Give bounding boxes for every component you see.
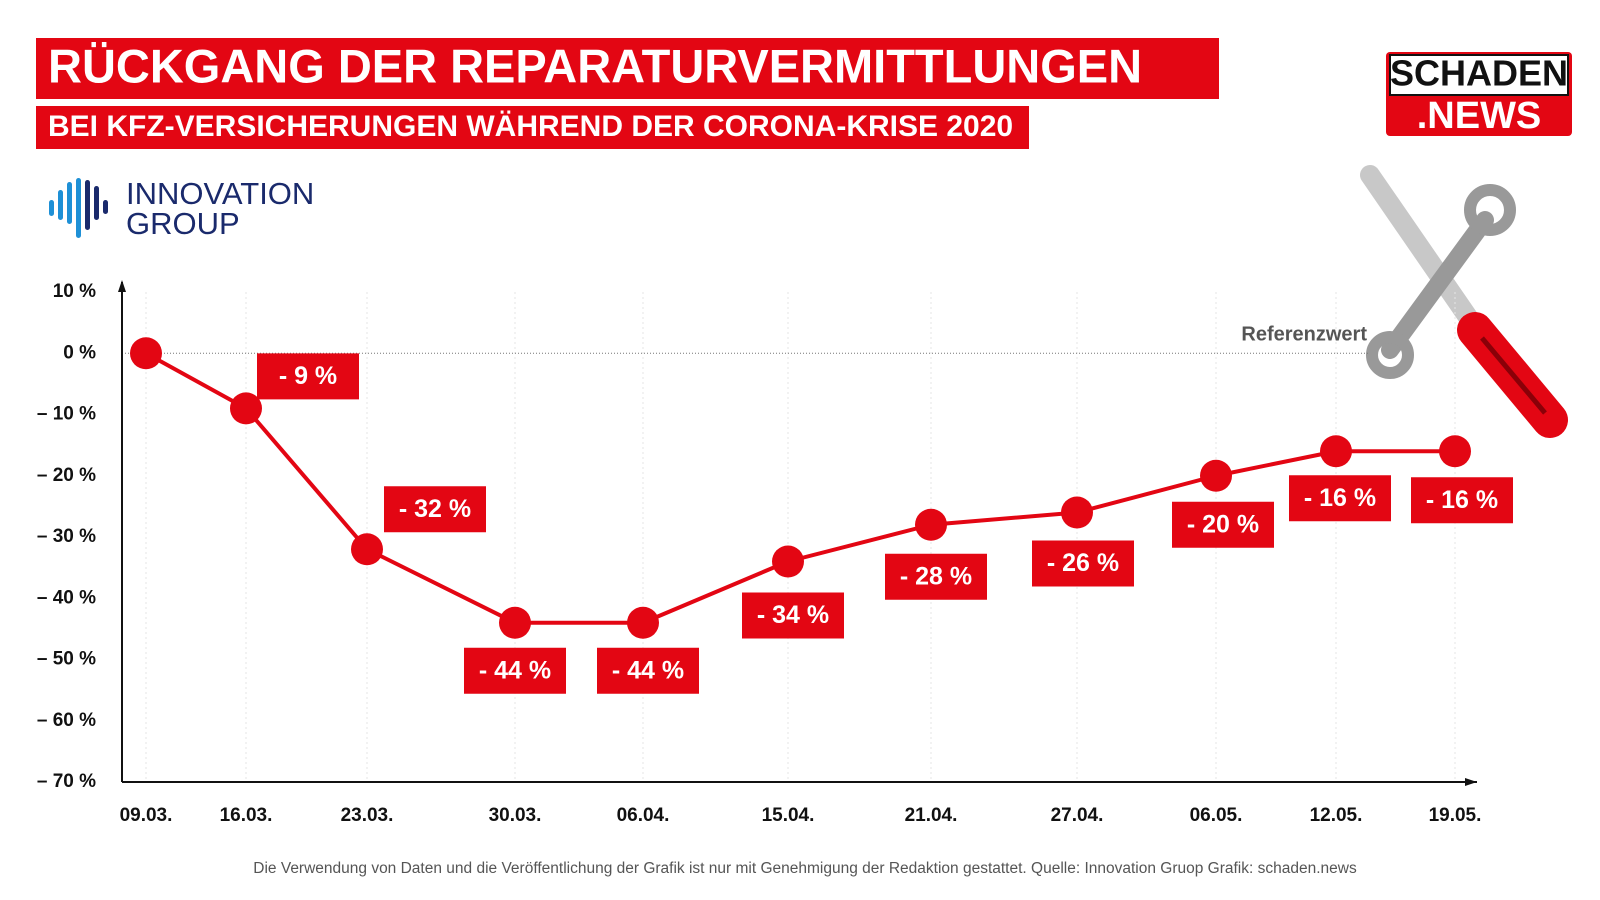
y-tick-label: – 60 % (37, 710, 96, 731)
data-label: - 20 % (1187, 510, 1259, 538)
source-note: Die Verwendung von Daten und die Veröffe… (253, 860, 1357, 877)
data-point (1061, 496, 1093, 529)
tools-icon (1360, 165, 1568, 438)
reference-label: Referenzwert (1241, 324, 1367, 346)
data-point (1200, 459, 1232, 492)
y-tick-label: – 30 % (37, 526, 96, 547)
data-point (230, 392, 262, 425)
y-tick-label: 0 % (63, 342, 96, 363)
logo-text: GROUP (126, 206, 240, 241)
y-axis-arrow (118, 280, 126, 292)
x-tick-label: 15.04. (762, 805, 815, 826)
data-label-box (1411, 477, 1513, 524)
innovation-logo: INNOVATION GROUP (49, 176, 314, 241)
x-tick-label: 16.03. (220, 805, 273, 826)
y-tick-label: – 40 % (37, 587, 96, 608)
logo-text: .NEWS (1417, 95, 1542, 137)
y-tick-label: – 70 % (37, 771, 96, 792)
data-label: - 9 % (279, 362, 337, 390)
x-tick-label: 21.04. (905, 805, 958, 826)
data-point (499, 606, 531, 639)
data-label: - 26 % (1047, 549, 1119, 577)
data-label: - 16 % (1426, 486, 1498, 514)
x-tick-label: 12.05. (1310, 805, 1363, 826)
data-point (1320, 435, 1352, 468)
y-tick-label: – 10 % (37, 404, 96, 425)
x-tick-label: 19.05. (1429, 805, 1482, 826)
data-point (130, 337, 162, 370)
data-label: - 28 % (900, 562, 972, 590)
title-box (36, 38, 1219, 99)
data-point (772, 545, 804, 578)
data-point (627, 606, 659, 639)
data-label: - 16 % (1304, 484, 1376, 512)
data-point (1439, 435, 1471, 468)
x-tick-label: 06.04. (617, 805, 670, 826)
data-label-box (384, 486, 486, 533)
y-tick-label: – 20 % (37, 465, 96, 486)
data-label: - 34 % (757, 601, 829, 629)
data-label-box (464, 647, 566, 694)
data-label-box (257, 353, 359, 400)
data-label: - 44 % (479, 656, 551, 684)
data-label-box (1289, 475, 1391, 522)
data-label-box (597, 647, 699, 694)
logo-text: SCHADEN (1390, 53, 1568, 94)
data-label-box (742, 592, 844, 639)
chart-title: RÜCKGANG DER REPARATURVERMITTLUNGEN (48, 39, 1142, 92)
x-tick-label: 09.03. (120, 805, 173, 826)
data-label-box (885, 553, 987, 600)
schaden-logo: SCHADEN .NEWS (1386, 52, 1572, 137)
y-tick-label: – 50 % (37, 649, 96, 670)
x-axis-arrow (1465, 778, 1477, 786)
data-label: - 44 % (612, 656, 684, 684)
x-tick-label: 30.03. (489, 805, 542, 826)
subtitle-box (36, 106, 1029, 149)
x-tick-label: 27.04. (1051, 805, 1104, 826)
y-tick-label: 10 % (53, 281, 96, 302)
data-label-box (1032, 540, 1134, 587)
data-label-box (1172, 501, 1274, 548)
x-tick-label: 06.05. (1190, 805, 1243, 826)
data-label: - 32 % (399, 495, 471, 523)
chart-subtitle: BEI KFZ-VERSICHERUNGEN WÄHREND DER CORON… (48, 110, 1013, 143)
data-point (915, 508, 947, 541)
logo-text: INNOVATION (126, 176, 314, 211)
data-point (351, 533, 383, 566)
x-tick-label: 23.03. (341, 805, 394, 826)
